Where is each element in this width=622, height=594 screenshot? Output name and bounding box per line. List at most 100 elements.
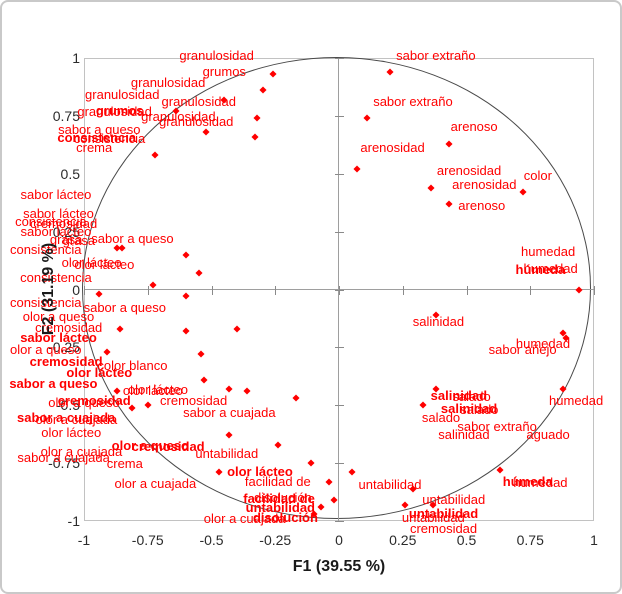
y-tickmark — [335, 231, 344, 233]
point-label: untabilidad — [401, 509, 465, 525]
point-label: humedad — [549, 392, 604, 408]
y-tick-label: 1 — [72, 50, 80, 66]
point-label: sabor a cuajada — [183, 405, 276, 421]
point-label: disolución — [253, 489, 312, 505]
point-label: sabor lácteo — [20, 186, 92, 202]
point-label: arenosidad — [436, 163, 502, 179]
point-label: grumos — [202, 63, 246, 79]
point-label: sabor a queso — [58, 121, 141, 137]
point-label: olor lácteo — [61, 254, 122, 270]
point-label: untabilidad — [408, 506, 479, 522]
x-tick-label: -0.25 — [259, 532, 292, 548]
point-label: olor lácteo — [127, 382, 188, 398]
x-tick-label: -0.75 — [131, 532, 164, 548]
y-tick-label: -0.5 — [55, 397, 80, 414]
point-label: humedad — [523, 260, 578, 276]
point-label: untabilidad — [358, 477, 422, 493]
point-label: humedad — [515, 335, 571, 351]
point-label: facilidad de — [243, 491, 315, 506]
point-label: salinidad — [440, 400, 498, 416]
point-label: granulosidad — [77, 104, 152, 120]
point-label: olor a cuajada — [35, 412, 118, 428]
y-tick-label: 0.5 — [60, 165, 80, 182]
x-tick-label: 0.5 — [456, 532, 477, 548]
point-label: olor a cuajada — [40, 443, 123, 459]
correlation-circle — [82, 57, 591, 519]
point-label: cremosidad — [409, 521, 478, 537]
y-tickmark — [335, 405, 344, 407]
x-axis-title: F1 (39.55 %) — [292, 558, 386, 575]
point-label: salinidad — [430, 387, 488, 403]
point-label: arenosidad — [452, 177, 517, 193]
point-label: untabilidad — [245, 500, 316, 516]
point-label: granulosidad — [179, 47, 254, 63]
point-label: consistencia — [57, 129, 137, 145]
point-label: granulosidad — [158, 113, 234, 129]
point-label: sabor lácteo — [20, 330, 97, 346]
x-tick-label: -1 — [77, 532, 91, 548]
point-label: consistencia — [15, 214, 87, 230]
x-tickmark — [275, 285, 277, 295]
point-label: cremosidad — [160, 392, 228, 408]
point-label: olor a cuajada — [114, 475, 197, 491]
y-axis-title: F2 (31.19 %) — [40, 242, 57, 336]
point-label: crema — [106, 456, 143, 472]
point-label: olor a queso — [111, 437, 189, 453]
point-label: olor a queso — [22, 309, 95, 325]
point-label: olor lácteo — [122, 383, 183, 399]
x-tickmark — [147, 285, 149, 295]
point-label: granulosidad — [141, 109, 216, 125]
point-label: sabor añejo — [488, 341, 557, 357]
y-tickmark — [335, 173, 344, 175]
x-tickmark — [530, 285, 532, 295]
x-tickmark — [594, 285, 595, 295]
point-label: arenoso — [450, 119, 498, 135]
point-label: olor a cuajada — [203, 510, 286, 526]
point-label: humedad — [513, 474, 568, 490]
point-label: arenoso — [458, 198, 506, 214]
point-label: consistencia — [20, 269, 92, 285]
point-label: crema — [76, 140, 113, 156]
point-label: sabor extraño — [373, 93, 453, 109]
x-tick-label: 1 — [590, 532, 598, 548]
point-label: húmeda — [515, 261, 566, 277]
y-tickmark — [335, 289, 344, 291]
point-label: grasa — [62, 232, 96, 248]
point-label: sabor lácteo — [20, 223, 92, 239]
x-tickmark — [402, 285, 404, 295]
x-tick-label: 0.75 — [516, 532, 544, 548]
point-label: sabor a queso — [9, 376, 98, 392]
point-label: cremosidad — [35, 319, 103, 335]
point-label: cremosidad — [29, 354, 103, 370]
y-tick-label: -1 — [67, 513, 80, 529]
point-label: sabor extraño — [457, 419, 537, 435]
x-tick-label: 0 — [335, 532, 343, 548]
point-label: sabor a queso — [91, 230, 174, 246]
point-label: salado — [460, 401, 499, 417]
point-label: sabor a cuajada — [17, 409, 116, 425]
y-tick-label: -0.25 — [48, 339, 80, 356]
point-label: salado — [452, 389, 491, 405]
point-label: aguado — [526, 427, 570, 443]
point-label: untabilidad — [195, 445, 259, 461]
point-label: olor lácteo — [227, 464, 293, 480]
point-label: facilidad de — [244, 473, 311, 489]
point-label: olor lácteo — [74, 257, 135, 273]
point-label: olor a queso — [48, 394, 120, 410]
x-tickmark — [84, 285, 85, 295]
point-label: sabor lácteo — [23, 206, 94, 222]
point-label: arenosidad — [360, 140, 425, 156]
y-tickmark — [335, 521, 344, 522]
y-tick-label: -0.75 — [48, 455, 80, 472]
x-tick-label: 0.25 — [389, 532, 417, 548]
point-label: cremosidad — [57, 392, 131, 408]
x-tickmark — [211, 285, 213, 295]
point-label: salinidad — [412, 313, 465, 329]
y-tick-label: 0.75 — [52, 107, 80, 124]
point-label: cremosidad — [29, 215, 98, 231]
point-label: grumos — [95, 103, 144, 119]
point-label: salado — [421, 409, 461, 425]
y-tick-label: 0 — [72, 281, 80, 298]
point-label: húmeda — [502, 473, 553, 489]
